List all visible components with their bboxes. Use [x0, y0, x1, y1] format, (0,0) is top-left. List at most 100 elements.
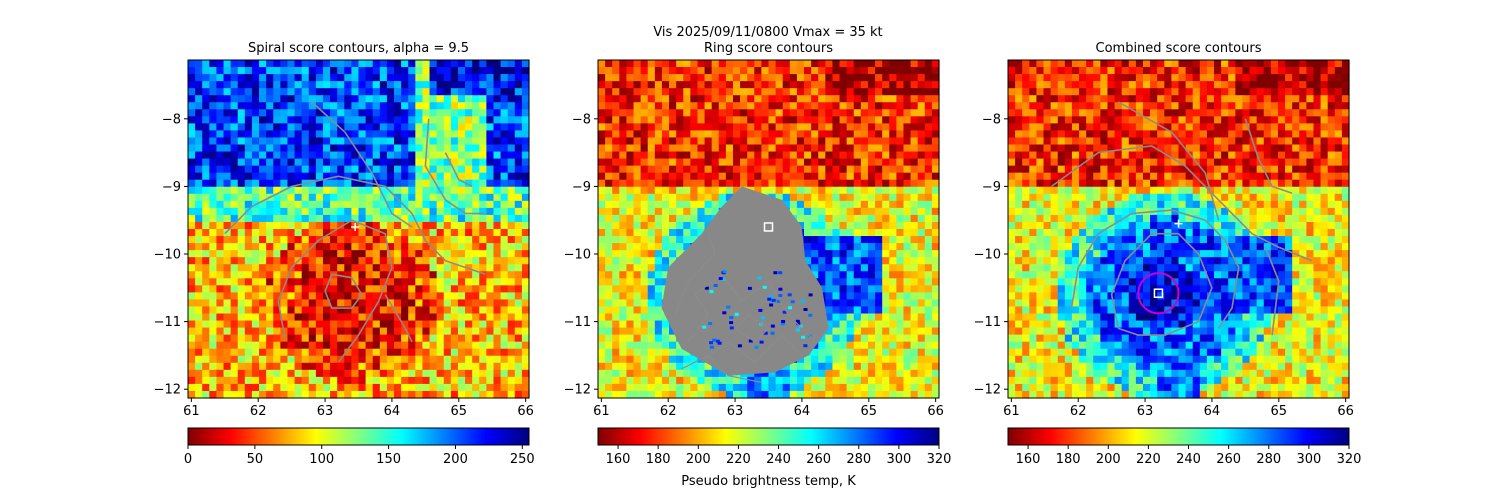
heatmap-cell: [351, 207, 360, 216]
heatmap-cell: [486, 348, 495, 357]
heatmap-cell: [365, 172, 374, 181]
heatmap-cell: [273, 327, 281, 336]
heatmap-cell: [598, 102, 606, 110]
heatmap-cell: [422, 341, 431, 350]
heatmap-cell: [633, 292, 642, 301]
heatmap-cell: [251, 144, 260, 153]
heatmap-cell: [626, 67, 635, 75]
heatmap-cell: [789, 95, 798, 103]
heatmap-cell: [330, 264, 338, 272]
heatmap-cell: [832, 306, 841, 315]
heatmap-cell: [216, 123, 225, 132]
heatmap-cell: [450, 172, 459, 181]
heatmap-cell: [450, 95, 459, 103]
heatmap-cell: [436, 229, 445, 237]
heatmap-cell: [237, 193, 246, 202]
heatmap-cell: [209, 130, 218, 139]
heatmap-cell: [647, 95, 656, 103]
heatmap-cell: [626, 130, 635, 139]
heatmap-cell: [924, 390, 933, 399]
heatmap-cell: [917, 179, 926, 188]
heatmap-cell: [500, 130, 509, 139]
heatmap-cell: [244, 264, 253, 272]
heatmap-cell: [633, 95, 642, 103]
x-tick-label: 61: [593, 404, 610, 419]
heatmap-cell: [344, 88, 352, 96]
heatmap-cell: [379, 306, 388, 315]
masked-speckle: [778, 287, 783, 291]
heatmap-cell: [1171, 60, 1180, 68]
heatmap-cell: [365, 369, 374, 378]
heatmap-cell: [1285, 74, 1293, 82]
heatmap-cell: [372, 207, 381, 216]
heatmap-cell: [273, 123, 281, 132]
masked-speckle: [704, 286, 709, 290]
heatmap-cell: [647, 186, 656, 195]
heatmap-cell: [422, 207, 431, 216]
heatmap-cell: [1192, 74, 1201, 82]
heatmap-cell: [514, 243, 523, 251]
heatmap-cell: [875, 193, 883, 202]
heatmap-cell: [832, 250, 841, 258]
heatmap-cell: [640, 383, 649, 392]
heatmap-cell: [718, 130, 727, 139]
heatmap-cell: [924, 151, 933, 160]
heatmap-cell: [846, 369, 855, 378]
heatmap-cell: [450, 355, 459, 364]
heatmap-cell: [273, 369, 281, 378]
heatmap-cell: [450, 334, 459, 343]
heatmap-cell: [718, 158, 727, 167]
heatmap-cell: [330, 130, 338, 139]
heatmap-cell: [216, 285, 225, 293]
heatmap-cell: [1299, 74, 1307, 82]
heatmap-cell: [379, 67, 388, 75]
heatmap-cell: [1185, 60, 1194, 68]
heatmap-cell: [465, 362, 473, 371]
heatmap-cell: [259, 144, 267, 153]
heatmap-cell: [521, 383, 530, 392]
heatmap-cell: [344, 257, 352, 265]
heatmap-cell: [789, 172, 798, 181]
heatmap-cell: [251, 88, 260, 96]
heatmap-cell: [429, 95, 438, 103]
heatmap-cell: [330, 341, 338, 350]
heatmap-cell: [358, 186, 367, 195]
heatmap-cell: [202, 74, 210, 82]
heatmap-cell: [315, 214, 324, 223]
heatmap-cell: [796, 390, 805, 399]
heatmap-cell: [479, 95, 487, 103]
heatmap-cell: [612, 137, 620, 146]
heatmap-cell: [209, 172, 218, 181]
heatmap-cell: [910, 60, 919, 68]
heatmap-cell: [661, 243, 670, 251]
heatmap-cell: [825, 67, 834, 75]
heatmap-cell: [386, 123, 395, 132]
heatmap-cell: [287, 130, 296, 139]
heatmap-cell: [500, 102, 509, 110]
heatmap-cell: [386, 67, 395, 75]
heatmap-cell: [195, 383, 203, 392]
heatmap-cell: [521, 95, 530, 103]
heatmap-cell: [216, 179, 225, 188]
heatmap-cell: [365, 348, 374, 357]
heatmap-cell: [732, 67, 741, 75]
heatmap-cell: [640, 313, 649, 322]
heatmap-cell: [903, 179, 912, 188]
heatmap-cell: [889, 95, 897, 103]
heatmap-cell: [280, 200, 289, 209]
contour-line: [424, 118, 486, 215]
heatmap-cell: [507, 214, 516, 223]
heatmap-cell: [669, 348, 677, 357]
heatmap-cell: [216, 81, 225, 89]
heatmap-cell: [931, 355, 940, 364]
heatmap-cell: [322, 67, 331, 75]
heatmap-cell: [882, 369, 890, 378]
heatmap-cell: [358, 299, 367, 308]
heatmap-cell: [832, 369, 841, 378]
heatmap-cell: [202, 313, 210, 322]
heatmap-cell: [647, 88, 656, 96]
heatmap-cell: [669, 130, 677, 139]
heatmap-cell: [882, 355, 890, 364]
heatmap-cell: [266, 313, 274, 322]
heatmap-cell: [294, 172, 303, 181]
